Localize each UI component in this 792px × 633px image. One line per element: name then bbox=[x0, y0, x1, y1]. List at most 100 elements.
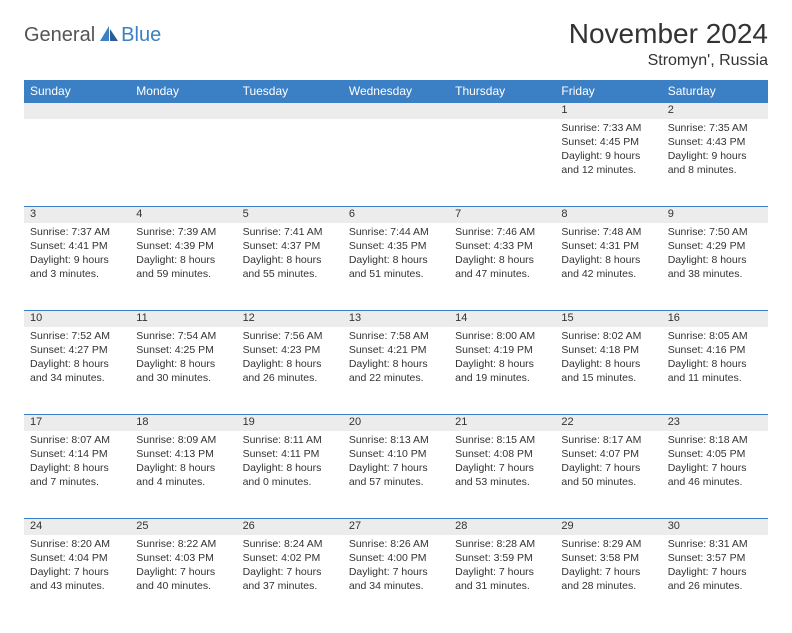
day-cell: Sunrise: 7:35 AMSunset: 4:43 PMDaylight:… bbox=[662, 119, 768, 207]
sunset-text: Sunset: 4:23 PM bbox=[243, 343, 337, 357]
day-cell: Sunrise: 7:33 AMSunset: 4:45 PMDaylight:… bbox=[555, 119, 661, 207]
day-cell: Sunrise: 8:28 AMSunset: 3:59 PMDaylight:… bbox=[449, 535, 555, 623]
day-number-cell: 28 bbox=[449, 519, 555, 535]
sunrise-text: Sunrise: 8:28 AM bbox=[455, 537, 549, 551]
sunrise-text: Sunrise: 8:13 AM bbox=[349, 433, 443, 447]
sunset-text: Sunset: 4:21 PM bbox=[349, 343, 443, 357]
day-number-cell: 12 bbox=[237, 311, 343, 327]
sunrise-text: Sunrise: 8:29 AM bbox=[561, 537, 655, 551]
day-cell: Sunrise: 8:13 AMSunset: 4:10 PMDaylight:… bbox=[343, 431, 449, 519]
daylight-text: Daylight: 8 hours and 42 minutes. bbox=[561, 253, 655, 281]
sunset-text: Sunset: 4:11 PM bbox=[243, 447, 337, 461]
sunrise-text: Sunrise: 8:20 AM bbox=[30, 537, 124, 551]
day-number-cell: 7 bbox=[449, 207, 555, 223]
day-cell bbox=[343, 119, 449, 207]
day-cell: Sunrise: 8:20 AMSunset: 4:04 PMDaylight:… bbox=[24, 535, 130, 623]
sunrise-text: Sunrise: 7:44 AM bbox=[349, 225, 443, 239]
daynum-row: 24252627282930 bbox=[24, 519, 768, 535]
week-row: Sunrise: 7:33 AMSunset: 4:45 PM Daylight:… bbox=[24, 119, 768, 207]
day-cell: Sunrise: 8:00 AMSunset: 4:19 PMDaylight:… bbox=[449, 327, 555, 415]
sunrise-text: Sunrise: 7:33 AM bbox=[561, 121, 655, 135]
day-number-cell: 11 bbox=[130, 311, 236, 327]
sunrise-text: Sunrise: 7:52 AM bbox=[30, 329, 124, 343]
logo-sail-icon bbox=[99, 24, 119, 47]
sunrise-text: Sunrise: 8:11 AM bbox=[243, 433, 337, 447]
day-number-cell: 5 bbox=[237, 207, 343, 223]
daylight-text: Daylight: 8 hours and 30 minutes. bbox=[136, 357, 230, 385]
day-cell: Sunrise: 7:41 AMSunset: 4:37 PMDaylight:… bbox=[237, 223, 343, 311]
daylight-text: Daylight: 8 hours and 51 minutes. bbox=[349, 253, 443, 281]
day-number-cell: 14 bbox=[449, 311, 555, 327]
weekday-header-row: Sunday Monday Tuesday Wednesday Thursday… bbox=[24, 80, 768, 103]
sunset-text: Sunset: 4:39 PM bbox=[136, 239, 230, 253]
week-row: Sunrise: 7:52 AMSunset: 4:27 PMDaylight:… bbox=[24, 327, 768, 415]
daylight-text: Daylight: 8 hours and 38 minutes. bbox=[668, 253, 762, 281]
sunset-text: Sunset: 4:31 PM bbox=[561, 239, 655, 253]
day-cell: Sunrise: 8:26 AMSunset: 4:00 PMDaylight:… bbox=[343, 535, 449, 623]
day-cell bbox=[237, 119, 343, 207]
day-number-cell: 8 bbox=[555, 207, 661, 223]
sunset-text: Sunset: 4:00 PM bbox=[349, 551, 443, 565]
day-number-cell: 25 bbox=[130, 519, 236, 535]
day-number-cell: 21 bbox=[449, 415, 555, 431]
header: General Blue November 2024 Stromyn', Rus… bbox=[24, 18, 768, 70]
sunset-text: Sunset: 3:59 PM bbox=[455, 551, 549, 565]
daylight-text: Daylight: 7 hours and 31 minutes. bbox=[455, 565, 549, 593]
daylight-text: Daylight: 8 hours and 59 minutes. bbox=[136, 253, 230, 281]
sunset-text: Sunset: 4:05 PM bbox=[668, 447, 762, 461]
daylight-text: Daylight: 9 hours and 3 minutes. bbox=[30, 253, 124, 281]
day-number-cell: 4 bbox=[130, 207, 236, 223]
day-number-cell: 6 bbox=[343, 207, 449, 223]
day-cell bbox=[24, 119, 130, 207]
weekday-header: Monday bbox=[130, 80, 236, 103]
sunrise-text: Sunrise: 8:18 AM bbox=[668, 433, 762, 447]
month-title: November 2024 bbox=[569, 18, 768, 50]
daylight-text: Daylight: 7 hours and 28 minutes. bbox=[561, 565, 655, 593]
sunset-text: Sunset: 4:43 PM bbox=[668, 135, 762, 149]
daylight-text: Daylight: 8 hours and 55 minutes. bbox=[243, 253, 337, 281]
day-cell: Sunrise: 8:07 AMSunset: 4:14 PMDaylight:… bbox=[24, 431, 130, 519]
daynum-row: 17181920212223 bbox=[24, 415, 768, 431]
week-row: Sunrise: 8:20 AMSunset: 4:04 PMDaylight:… bbox=[24, 535, 768, 623]
day-cell: Sunrise: 7:54 AMSunset: 4:25 PMDaylight:… bbox=[130, 327, 236, 415]
day-number-cell bbox=[343, 103, 449, 119]
daylight-text: Daylight: 7 hours and 57 minutes. bbox=[349, 461, 443, 489]
day-number-cell: 29 bbox=[555, 519, 661, 535]
logo: General Blue bbox=[24, 18, 161, 47]
sunrise-text: Sunrise: 8:24 AM bbox=[243, 537, 337, 551]
day-cell: Sunrise: 8:31 AMSunset: 3:57 PMDaylight:… bbox=[662, 535, 768, 623]
sunrise-text: Sunrise: 7:41 AM bbox=[243, 225, 337, 239]
week-row: Sunrise: 8:07 AMSunset: 4:14 PMDaylight:… bbox=[24, 431, 768, 519]
daylight-text: Daylight: 8 hours and 22 minutes. bbox=[349, 357, 443, 385]
day-cell: Sunrise: 7:56 AMSunset: 4:23 PMDaylight:… bbox=[237, 327, 343, 415]
sunset-text: Sunset: 4:13 PM bbox=[136, 447, 230, 461]
sunset-text: Sunset: 4:37 PM bbox=[243, 239, 337, 253]
sunrise-text: Sunrise: 7:58 AM bbox=[349, 329, 443, 343]
day-number-cell: 15 bbox=[555, 311, 661, 327]
sunrise-text: Sunrise: 7:56 AM bbox=[243, 329, 337, 343]
weekday-header: Sunday bbox=[24, 80, 130, 103]
sunset-text: Sunset: 4:45 PM bbox=[561, 135, 655, 149]
sunset-text: Sunset: 4:41 PM bbox=[30, 239, 124, 253]
day-number-cell: 2 bbox=[662, 103, 768, 119]
day-number-cell: 10 bbox=[24, 311, 130, 327]
day-number-cell: 20 bbox=[343, 415, 449, 431]
sunrise-text: Sunrise: 8:26 AM bbox=[349, 537, 443, 551]
day-cell: Sunrise: 7:50 AMSunset: 4:29 PMDaylight:… bbox=[662, 223, 768, 311]
day-cell: Sunrise: 7:44 AMSunset: 4:35 PMDaylight:… bbox=[343, 223, 449, 311]
sunset-text: Sunset: 4:16 PM bbox=[668, 343, 762, 357]
sunset-text: Sunset: 4:33 PM bbox=[455, 239, 549, 253]
sunrise-text: Sunrise: 7:39 AM bbox=[136, 225, 230, 239]
day-cell: Sunrise: 8:24 AMSunset: 4:02 PMDaylight:… bbox=[237, 535, 343, 623]
day-cell: Sunrise: 7:37 AMSunset: 4:41 PMDaylight:… bbox=[24, 223, 130, 311]
day-cell: Sunrise: 8:29 AMSunset: 3:58 PMDaylight:… bbox=[555, 535, 661, 623]
daynum-row: 12 bbox=[24, 103, 768, 119]
day-cell: Sunrise: 7:39 AMSunset: 4:39 PMDaylight:… bbox=[130, 223, 236, 311]
daylight-text: Daylight: 9 hours and 8 minutes. bbox=[668, 149, 762, 177]
daylight-text: Daylight: 8 hours and 7 minutes. bbox=[30, 461, 124, 489]
daylight-text: Daylight: 7 hours and 34 minutes. bbox=[349, 565, 443, 593]
day-cell: Sunrise: 8:22 AMSunset: 4:03 PMDaylight:… bbox=[130, 535, 236, 623]
day-cell: Sunrise: 7:58 AMSunset: 4:21 PMDaylight:… bbox=[343, 327, 449, 415]
sunset-text: Sunset: 3:58 PM bbox=[561, 551, 655, 565]
weekday-header: Friday bbox=[555, 80, 661, 103]
